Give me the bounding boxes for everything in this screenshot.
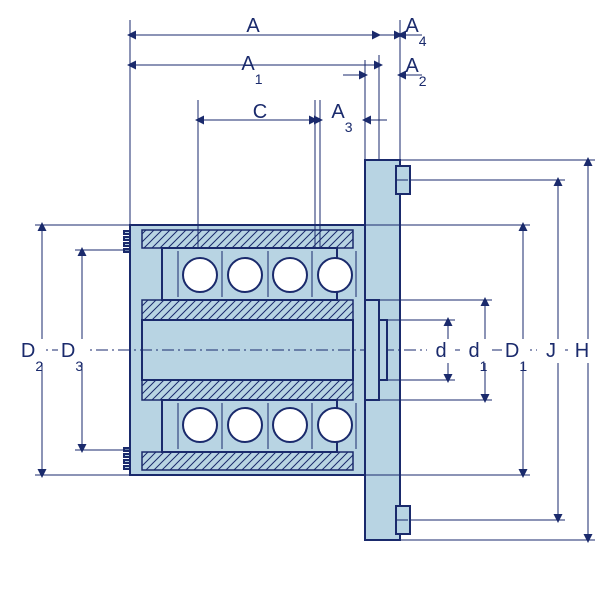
svg-text:J: J <box>546 340 556 362</box>
svg-text:A1: A1 <box>241 53 262 87</box>
svg-text:H: H <box>575 340 589 362</box>
bearing-diagram: AA1A2A3A4Cdd1D1D2D3HJ <box>0 0 600 600</box>
svg-text:A: A <box>246 15 260 37</box>
svg-text:A2: A2 <box>405 55 426 89</box>
svg-text:A3: A3 <box>331 101 352 135</box>
svg-text:d: d <box>435 340 446 362</box>
svg-text:C: C <box>253 101 267 123</box>
svg-text:A4: A4 <box>405 15 426 49</box>
